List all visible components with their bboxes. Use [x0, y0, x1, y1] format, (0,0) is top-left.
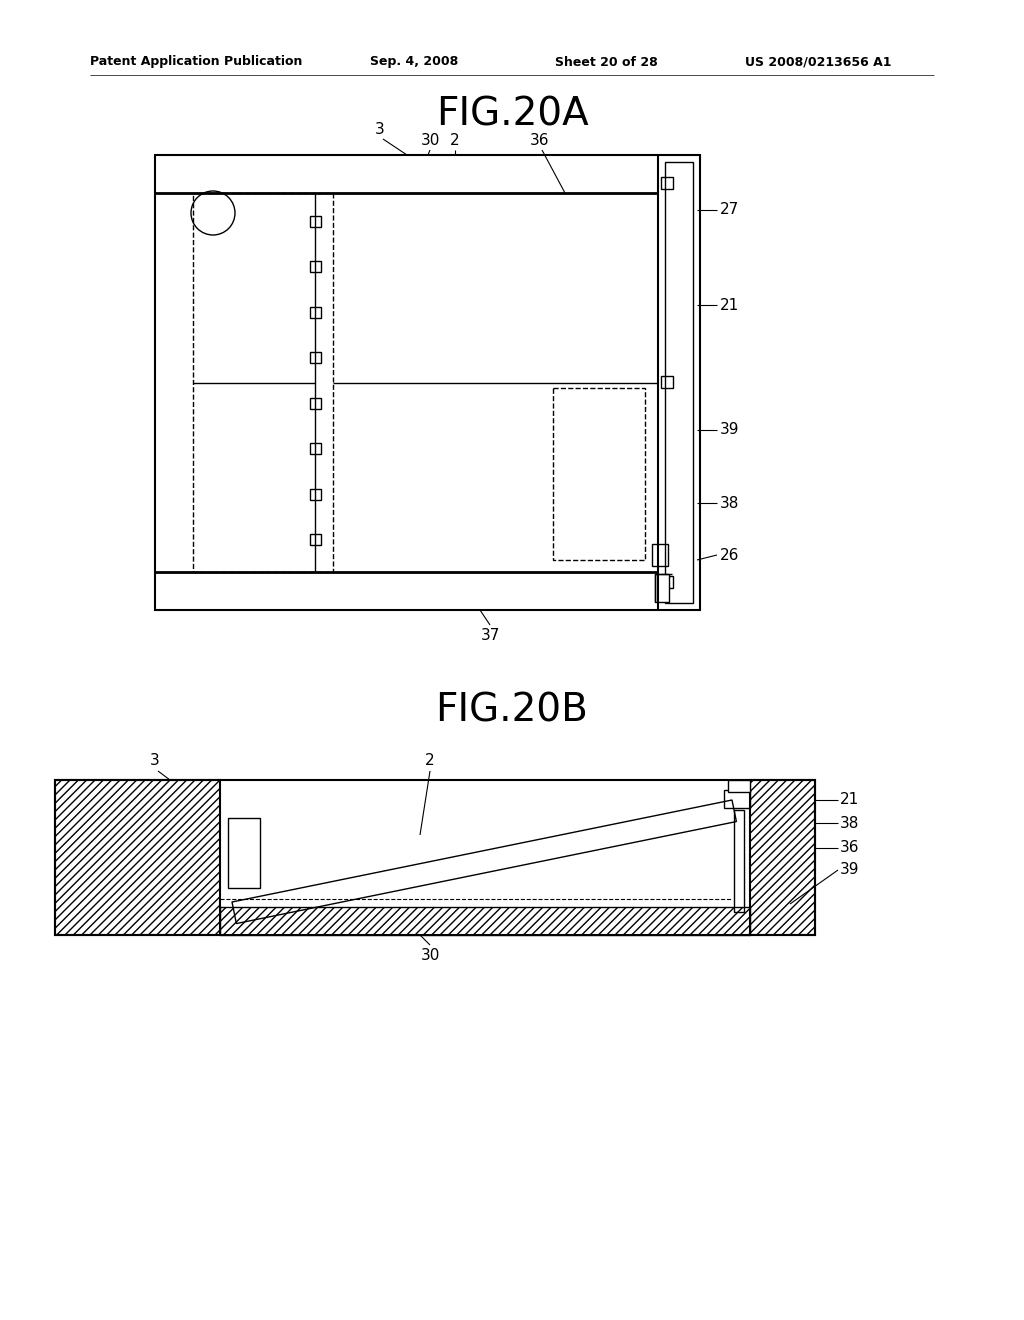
- Text: Patent Application Publication: Patent Application Publication: [90, 55, 302, 69]
- Bar: [228, 818, 260, 888]
- Bar: [662, 177, 673, 189]
- Bar: [662, 376, 673, 388]
- Bar: [734, 810, 744, 912]
- Text: Sep. 4, 2008: Sep. 4, 2008: [370, 55, 459, 69]
- Bar: [193, 193, 333, 572]
- Text: 39: 39: [720, 422, 739, 437]
- Text: 2: 2: [451, 133, 460, 148]
- Bar: [155, 154, 700, 610]
- Bar: [310, 352, 321, 363]
- Text: 30: 30: [420, 948, 439, 964]
- Bar: [553, 388, 645, 561]
- Bar: [655, 574, 669, 602]
- Bar: [55, 780, 815, 935]
- Text: 2: 2: [425, 752, 435, 768]
- Bar: [220, 907, 750, 935]
- Bar: [665, 162, 693, 603]
- Text: Sheet 20 of 28: Sheet 20 of 28: [555, 55, 657, 69]
- Bar: [55, 780, 220, 935]
- Text: 36: 36: [840, 841, 859, 855]
- Bar: [750, 780, 815, 935]
- Text: FIG.20A: FIG.20A: [435, 96, 589, 135]
- Bar: [310, 444, 321, 454]
- Text: FIG.20B: FIG.20B: [435, 690, 589, 729]
- Text: 38: 38: [840, 816, 859, 830]
- Bar: [310, 261, 321, 272]
- Bar: [724, 789, 750, 808]
- Bar: [310, 535, 321, 545]
- Bar: [310, 397, 321, 409]
- Text: 21: 21: [720, 297, 739, 313]
- Text: 30: 30: [420, 133, 439, 148]
- Text: US 2008/0213656 A1: US 2008/0213656 A1: [745, 55, 892, 69]
- Text: 37: 37: [480, 628, 500, 643]
- Bar: [652, 544, 668, 566]
- Bar: [310, 488, 321, 500]
- Bar: [310, 215, 321, 227]
- Text: 36: 36: [530, 133, 550, 148]
- Text: 26: 26: [720, 548, 739, 562]
- Bar: [728, 780, 750, 792]
- Text: 21: 21: [840, 792, 859, 808]
- Bar: [310, 306, 321, 318]
- Text: 39: 39: [840, 862, 859, 878]
- Bar: [662, 576, 673, 587]
- Text: 3: 3: [375, 121, 385, 137]
- Text: 38: 38: [720, 495, 739, 511]
- Text: 27: 27: [720, 202, 739, 218]
- Text: 3: 3: [151, 752, 160, 768]
